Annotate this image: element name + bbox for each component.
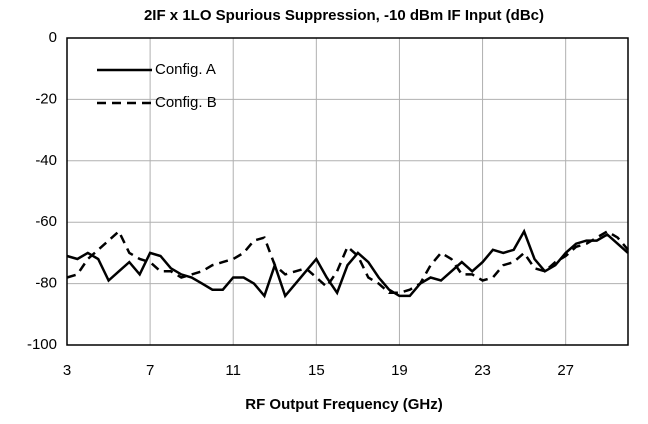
x-tick-label: 11 <box>225 362 241 379</box>
y-tick-label: -20 <box>35 90 57 107</box>
legend-label: Config. B <box>155 94 217 111</box>
x-tick-label: 19 <box>391 362 408 379</box>
x-tick-label: 7 <box>146 362 154 379</box>
x-axis-label: RF Output Frequency (GHz) <box>245 396 443 413</box>
legend-label: Config. A <box>155 61 216 78</box>
y-tick-label: -40 <box>35 152 57 169</box>
y-tick-label: 0 <box>49 29 57 46</box>
x-tick-label: 3 <box>63 362 71 379</box>
x-tick-label: 27 <box>557 362 574 379</box>
y-tick-label: -100 <box>27 336 57 353</box>
data-line <box>66 228 629 299</box>
plot-frame <box>66 37 629 346</box>
y-tick-label: -60 <box>35 213 57 230</box>
chart-title: 2IF x 1LO Spurious Suppression, -10 dBm … <box>144 7 544 24</box>
x-tick-label: 15 <box>308 362 325 379</box>
y-tick-label: -80 <box>35 275 57 292</box>
x-tick-label: 23 <box>474 362 491 379</box>
